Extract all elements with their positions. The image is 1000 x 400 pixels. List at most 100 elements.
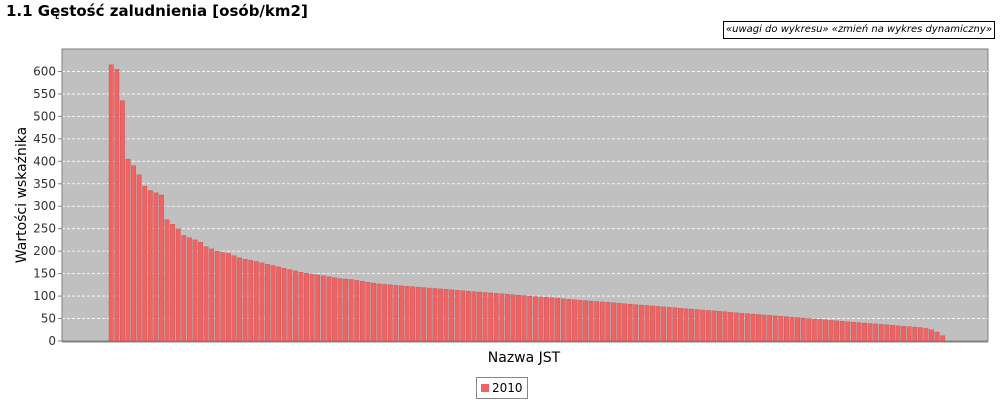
y-tick-label-50: 50 xyxy=(41,312,56,326)
bar xyxy=(131,165,136,342)
bar xyxy=(527,295,533,342)
bar xyxy=(683,308,689,342)
bar xyxy=(705,310,711,342)
bar xyxy=(376,283,382,342)
bar xyxy=(544,297,549,342)
bar xyxy=(237,257,242,342)
bar xyxy=(231,255,237,342)
bar xyxy=(605,302,611,342)
bar xyxy=(594,301,600,342)
bar xyxy=(343,278,348,342)
bar xyxy=(120,100,125,342)
y-tick-label-450: 450 xyxy=(33,132,56,146)
bar xyxy=(940,335,946,342)
bar xyxy=(170,224,175,342)
bar xyxy=(521,295,527,342)
bar xyxy=(348,279,354,342)
bar xyxy=(292,270,298,342)
bar xyxy=(650,305,655,342)
bar xyxy=(711,310,717,342)
bar xyxy=(248,259,254,342)
bar xyxy=(410,286,415,342)
bar xyxy=(694,309,700,342)
bar xyxy=(700,309,706,342)
bar xyxy=(839,321,845,342)
bar xyxy=(181,235,187,342)
bar xyxy=(890,325,895,342)
bar xyxy=(767,315,773,342)
bar xyxy=(672,307,678,342)
bar xyxy=(901,326,906,342)
chart-links: «uwagi do wykresu» «zmień na wykres dyna… xyxy=(722,21,995,39)
bar xyxy=(733,312,739,342)
bar xyxy=(454,290,460,342)
bar xyxy=(309,273,315,342)
bar xyxy=(365,281,371,342)
bar xyxy=(532,296,538,342)
y-tick-label-350: 350 xyxy=(33,177,56,191)
bar xyxy=(510,294,516,342)
bar xyxy=(611,302,616,342)
bar xyxy=(505,294,510,342)
bar xyxy=(744,313,750,342)
bar xyxy=(125,158,131,342)
bar xyxy=(917,327,923,342)
bar xyxy=(789,317,795,342)
bar xyxy=(142,185,148,342)
bar xyxy=(281,268,287,342)
bar xyxy=(644,305,650,342)
bar xyxy=(756,314,761,342)
bar xyxy=(750,313,756,342)
bar xyxy=(270,265,276,342)
dynamic-chart-link[interactable]: «zmień na wykres dynamiczny» xyxy=(831,24,992,35)
bar xyxy=(856,322,862,342)
bar xyxy=(638,304,644,342)
bar xyxy=(784,316,789,342)
bar xyxy=(873,323,879,342)
bar xyxy=(276,266,282,342)
bar xyxy=(555,298,561,342)
bar xyxy=(354,280,360,342)
bar xyxy=(895,325,901,342)
bar xyxy=(823,319,828,342)
bar xyxy=(493,293,499,342)
bar xyxy=(153,192,159,342)
bar xyxy=(811,318,817,342)
bar xyxy=(761,314,767,342)
bar xyxy=(912,326,918,342)
bar xyxy=(661,306,667,342)
bar xyxy=(728,312,733,342)
bar xyxy=(465,290,471,342)
bar xyxy=(337,278,343,342)
bar xyxy=(800,317,806,342)
bar xyxy=(739,312,745,342)
bar xyxy=(577,299,583,342)
y-tick-label-300: 300 xyxy=(33,199,56,213)
bar xyxy=(198,242,203,342)
bar xyxy=(426,287,432,342)
bar xyxy=(220,252,226,342)
bar xyxy=(689,308,694,342)
page-title: 1.1 Gęstość zaludnienia [osób/km2] xyxy=(6,2,308,20)
bar xyxy=(627,304,633,342)
bar xyxy=(432,288,438,342)
bar xyxy=(147,190,153,342)
bar xyxy=(828,320,834,342)
bar xyxy=(655,306,661,342)
bar xyxy=(929,329,934,342)
y-tick-label-0: 0 xyxy=(48,334,56,348)
legend-swatch xyxy=(481,384,489,392)
bar xyxy=(549,297,555,342)
bar xyxy=(438,288,443,342)
bar xyxy=(298,272,304,342)
bar xyxy=(203,246,209,342)
bar xyxy=(516,295,521,342)
chart-notes-link[interactable]: «uwagi do wykresu» xyxy=(725,24,829,35)
bar xyxy=(678,308,683,342)
bar xyxy=(209,248,215,342)
bar xyxy=(159,194,164,342)
bar xyxy=(399,285,404,342)
bar xyxy=(867,323,873,342)
bar xyxy=(265,264,270,342)
